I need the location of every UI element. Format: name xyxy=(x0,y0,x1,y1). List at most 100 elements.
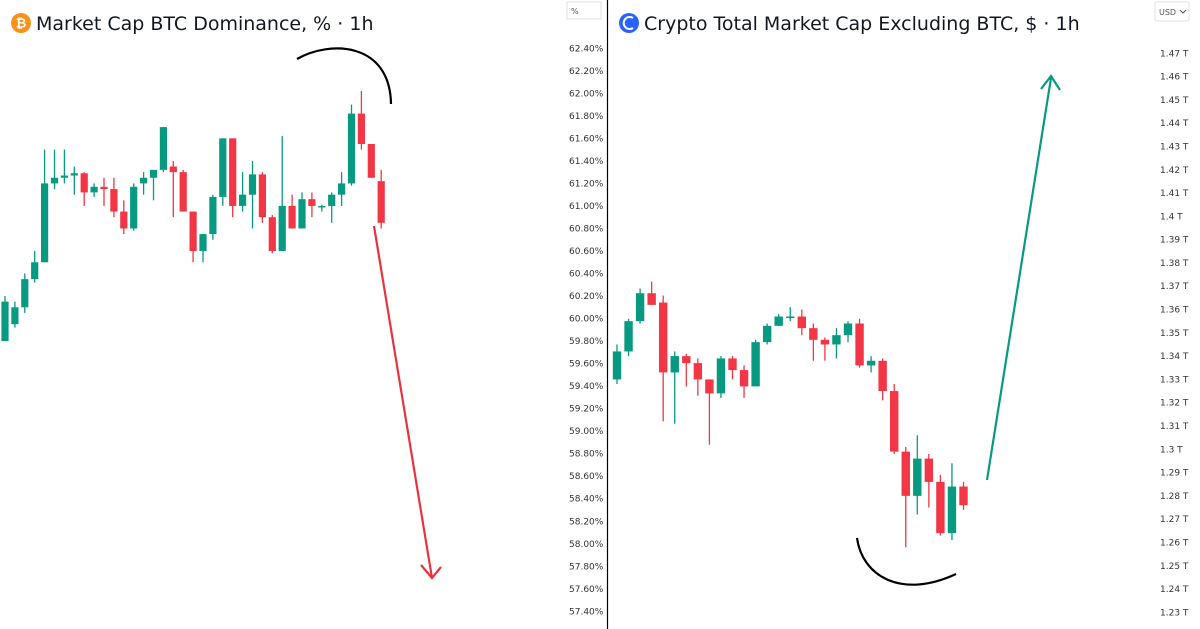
right-y-tick-label: 1.36 T xyxy=(1160,306,1189,316)
left-candle xyxy=(209,194,217,240)
right-y-tick-label: 1.43 T xyxy=(1160,142,1189,152)
annotation-top-arc xyxy=(296,47,393,105)
right-candle xyxy=(878,358,887,401)
total-market-icon-glyph xyxy=(622,16,634,30)
left-y-tick-label: 59.60% xyxy=(569,360,604,370)
candle-body xyxy=(959,486,968,506)
right-y-tick-label: 1.42 T xyxy=(1160,166,1189,176)
candle-body xyxy=(377,181,385,223)
right-price-axis: USD 1.47 T 1.46 T 1.45 T 1.44 T 1.43 T 1.42 T… xyxy=(1154,1,1190,618)
right-candle xyxy=(786,307,795,322)
candle-body xyxy=(229,138,237,206)
right-candle xyxy=(716,356,726,399)
left-candle xyxy=(179,169,187,212)
right-y-tick-label: 1.32 T xyxy=(1160,399,1189,409)
candle-body xyxy=(635,293,645,322)
annotation-up-arrowhead xyxy=(1040,74,1061,91)
right-y-tick-label: 1.27 T xyxy=(1160,515,1189,525)
right-candle xyxy=(901,446,910,548)
candle-body xyxy=(739,370,749,387)
candle-body xyxy=(239,194,247,206)
total-market-icon xyxy=(619,13,639,33)
candle-body xyxy=(878,360,887,392)
candle-body xyxy=(268,217,276,251)
left-candle xyxy=(278,136,286,251)
right-candles xyxy=(612,281,968,548)
candle-body xyxy=(1,301,9,342)
candle-body xyxy=(647,293,656,305)
left-candle xyxy=(169,160,177,218)
right-chart-title: Crypto Total Market Cap Excluding BTC, $… xyxy=(644,13,1080,35)
right-candle xyxy=(832,328,841,359)
candle-body xyxy=(855,323,864,366)
left-candle xyxy=(90,183,98,197)
left-candle xyxy=(189,211,197,263)
candle-body xyxy=(50,177,59,184)
left-candle xyxy=(308,192,316,218)
right-candle xyxy=(947,463,957,541)
candle-body xyxy=(762,325,772,343)
left-unit-label: % xyxy=(571,7,579,16)
left-chart-title: Market Cap BTC Dominance, % · 1h xyxy=(36,13,373,35)
right-y-tick-label: 1.23 T xyxy=(1160,608,1189,618)
annotation-down-arrowhead xyxy=(420,564,442,580)
left-y-tick-label: 57.60% xyxy=(569,585,604,595)
candle-body xyxy=(924,458,934,482)
candle-body xyxy=(357,113,365,144)
left-y-tick-label: 61.00% xyxy=(569,202,604,212)
right-y-tick-label: 1.44 T xyxy=(1160,119,1189,129)
left-candle xyxy=(318,204,326,212)
right-y-tick-label: 1.29 T xyxy=(1160,469,1189,479)
right-y-tick-label: 1.28 T xyxy=(1160,492,1189,502)
bitcoin-icon-glyph: ₿ xyxy=(16,17,27,32)
candle-body xyxy=(901,451,910,496)
right-y-tick-label: 1.4 T xyxy=(1160,212,1183,222)
candle-body xyxy=(298,199,306,229)
left-candle xyxy=(328,192,336,223)
right-unit-box xyxy=(1154,1,1190,22)
candle-body xyxy=(338,183,346,195)
right-candle xyxy=(820,337,830,361)
left-candle xyxy=(60,149,68,184)
candle-body xyxy=(682,356,691,364)
candle-body xyxy=(149,169,158,178)
left-candle xyxy=(258,172,266,223)
candle-body xyxy=(278,205,286,251)
left-candle xyxy=(377,169,385,229)
left-candle xyxy=(159,127,167,173)
left-candle xyxy=(248,160,257,229)
candle-body xyxy=(31,262,39,280)
left-y-tick-label: 61.40% xyxy=(569,157,604,167)
candle-body xyxy=(728,358,737,371)
right-y-tick-label: 1.25 T xyxy=(1160,562,1189,572)
right-unit-label: USD xyxy=(1159,8,1176,17)
candle-body xyxy=(219,138,227,197)
candle-body xyxy=(659,302,668,373)
left-candle xyxy=(100,177,108,206)
left-y-tick-label: 60.00% xyxy=(569,315,604,325)
right-y-tick-label: 1.35 T xyxy=(1160,329,1189,339)
left-y-tick-label: 59.20% xyxy=(569,405,604,415)
left-candle xyxy=(11,301,19,328)
right-candle xyxy=(612,344,622,385)
right-title-group: Crypto Total Market Cap Excluding BTC, $… xyxy=(619,13,1080,35)
right-candle xyxy=(670,351,679,424)
right-candle xyxy=(890,384,899,454)
left-candle xyxy=(1,296,9,342)
left-title-group: ₿ Market Cap BTC Dominance, % · 1h xyxy=(11,13,373,35)
right-candle xyxy=(693,358,703,396)
right-y-tick-label: 1.46 T xyxy=(1160,73,1189,83)
left-y-tick-label: 61.60% xyxy=(569,134,604,144)
candle-body xyxy=(947,486,957,534)
candle-body xyxy=(832,335,841,345)
right-y-tick-label: 1.26 T xyxy=(1160,538,1189,548)
candle-body xyxy=(140,177,148,184)
left-candle xyxy=(357,91,365,150)
candle-body xyxy=(169,166,177,173)
candle-body xyxy=(774,316,783,326)
right-y-tick-label: 1.47 T xyxy=(1160,49,1189,59)
left-y-tick-label: 60.80% xyxy=(569,224,604,234)
left-y-tick-label: 62.40% xyxy=(569,44,604,54)
right-candle xyxy=(809,323,818,361)
